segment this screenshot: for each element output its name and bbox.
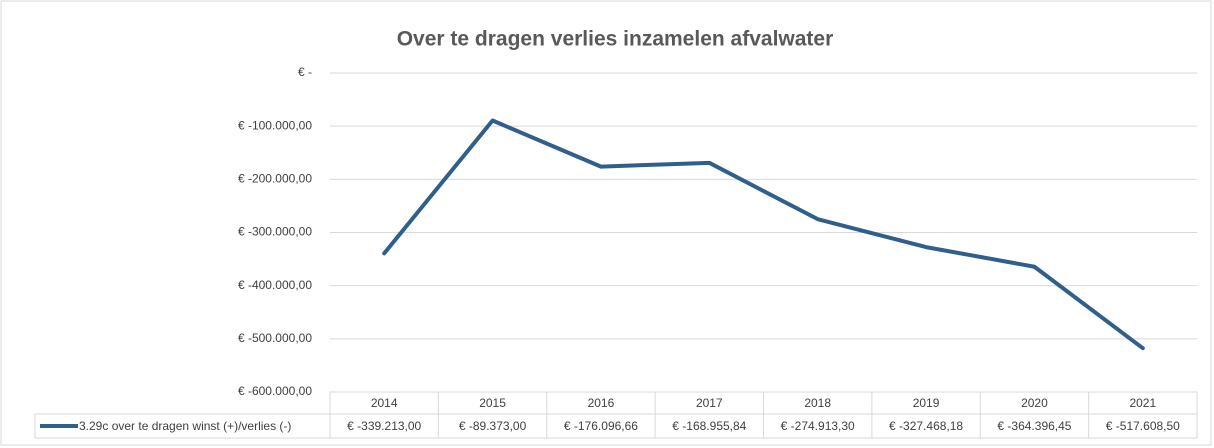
x-tick-label: 2020 [1021,396,1048,410]
x-tick-label: 2017 [696,396,723,410]
y-tick-label: € -500.000,00 [238,331,312,345]
table-value: € -89.373,00 [459,419,527,433]
y-tick-label: € - [298,65,312,79]
line-series [382,118,1145,351]
table-value: € -168.955,84 [672,419,746,433]
table-cell [34,413,1198,439]
chart-title: Over te dragen verlies inzamelen afvalwa… [397,28,834,51]
table-value: € -364.396,45 [997,419,1071,433]
legend-label: 3.29c over te dragen winst (+)/verlies (… [79,419,291,433]
table-value: € -517.608,50 [1106,419,1180,433]
x-tick-label: 2016 [588,396,615,410]
x-tick-label: 2015 [479,396,506,410]
x-tick-label: 2014 [371,396,398,410]
y-tick-label: € -600.000,00 [238,384,312,398]
table-value: € -176.096,66 [564,419,638,433]
table-value: € -274.913,30 [781,419,855,433]
y-tick-label: € -100.000,00 [238,118,312,132]
table-value: € -339.213,00 [347,419,421,433]
x-tick-label: 2021 [1129,396,1156,410]
y-tick-label: € -300.000,00 [238,225,312,239]
x-tick-label: 2019 [913,396,940,410]
y-tick-label: € -200.000,00 [238,172,312,186]
y-tick-label: € -400.000,00 [238,278,312,292]
x-tick-label: 2018 [804,396,831,410]
table-value: € -327.468,18 [889,419,963,433]
